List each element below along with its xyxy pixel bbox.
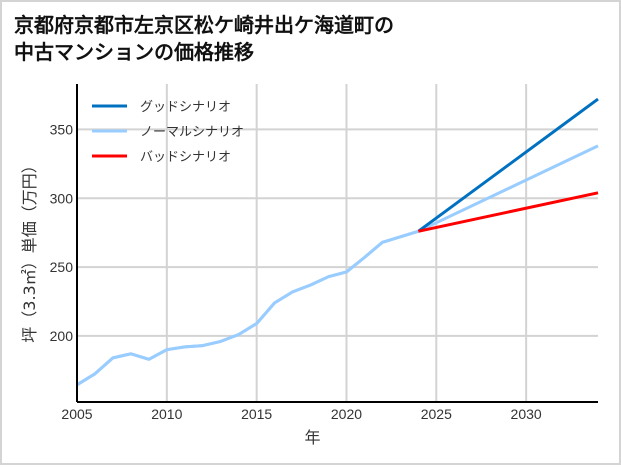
y-tick-label: 250 — [50, 259, 74, 275]
y-axis-label: 坪（3.3㎡）単価（万円） — [20, 157, 39, 342]
x-tick-label: 2030 — [511, 406, 542, 422]
legend-label: グッドシナリオ — [140, 100, 231, 115]
series-line — [417, 97, 599, 233]
series-line — [76, 144, 599, 387]
y-tick-label: 350 — [50, 121, 74, 137]
historical-line — [76, 229, 419, 387]
x-tick-label: 2005 — [61, 406, 92, 422]
x-axis-label: 年 — [304, 428, 320, 447]
x-tick-label: 2015 — [241, 406, 272, 422]
y-tick-label: 300 — [50, 190, 74, 206]
legend-label: ノーマルシナリオ — [140, 125, 244, 140]
legend-label: バッドシナリオ — [140, 150, 231, 165]
y-tick-label: 200 — [50, 328, 74, 344]
x-tick-label: 2020 — [331, 406, 362, 422]
x-tick-label: 2010 — [151, 406, 182, 422]
series-line — [417, 191, 599, 233]
x-tick-label: 2025 — [421, 406, 452, 422]
chart-title: 京都府京都市左京区松ケ崎井出ケ海道町の 中古マンションの価格推移 — [14, 13, 394, 64]
